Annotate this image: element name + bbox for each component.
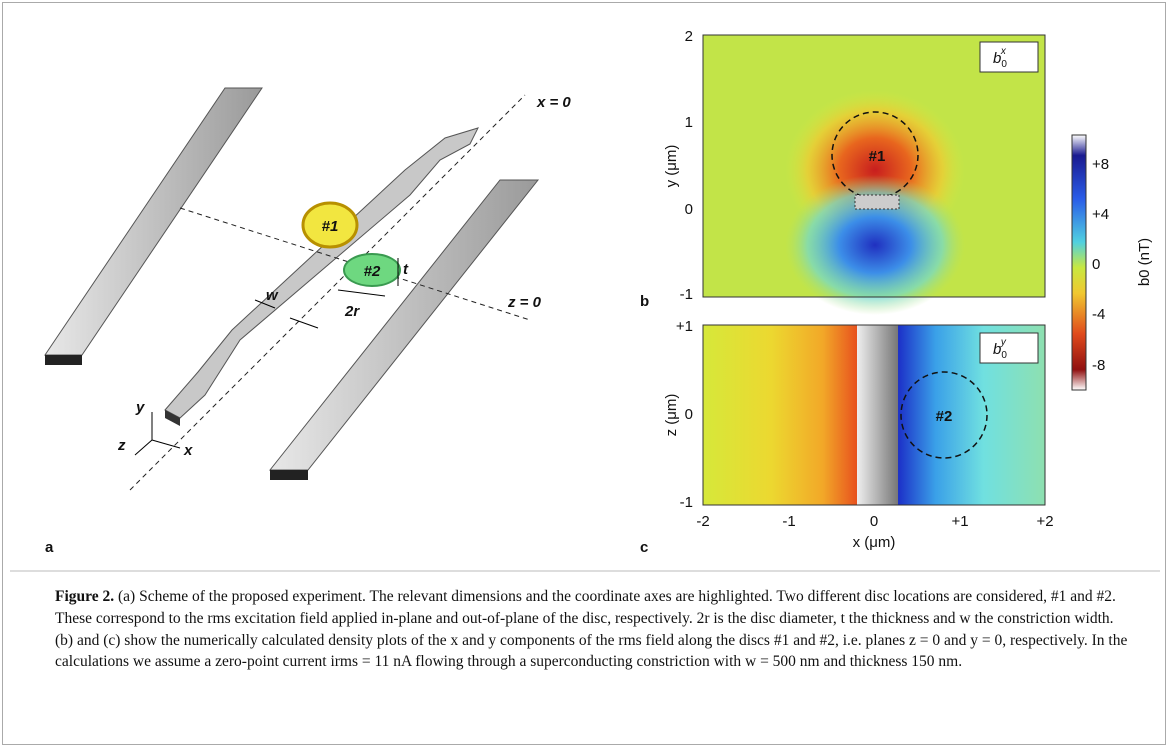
dim-2r: 2r: [344, 303, 360, 320]
label-x0: x = 0: [536, 94, 571, 111]
x-axis-label: x (μm): [853, 534, 896, 551]
figure: x = 0 z = 0 #1 #2 w t 2r x y z a #1 b 0 x …: [0, 0, 1171, 580]
caption-label: Figure 2.: [55, 588, 114, 605]
colorbar: [1072, 135, 1086, 390]
y-tick-label: -1: [680, 286, 693, 303]
y-tick-label: 0: [685, 201, 693, 218]
x-tick-label: +2: [1036, 513, 1053, 530]
x-tick-label: -2: [696, 513, 709, 530]
colorbar-tick: -4: [1092, 306, 1105, 323]
x-tick-label: -1: [782, 513, 795, 530]
panel-label: a: [45, 539, 54, 556]
y-tick-label: +1: [676, 318, 693, 335]
y-tick-label: 0: [685, 406, 693, 423]
caption: Figure 2. (a) Scheme of the proposed exp…: [55, 586, 1130, 673]
axis-y: y: [135, 399, 145, 416]
disc2-label: #2: [364, 263, 381, 280]
y-tick-label: -1: [680, 494, 693, 511]
panel-b-plot: [703, 35, 1045, 315]
colorbar-tick: -8: [1092, 357, 1105, 374]
y-axis-label: y (μm): [663, 145, 680, 188]
colorbar-tick: +8: [1092, 156, 1109, 173]
dim-t: t: [403, 261, 409, 278]
disc2-label: #2: [936, 408, 953, 425]
y-axis-label: z (μm): [663, 394, 680, 437]
axis-z: z: [117, 437, 126, 454]
colorbar-tick: +4: [1092, 206, 1109, 223]
y-tick-label: 1: [685, 114, 693, 131]
colorbar-label: b0 (nT): [1136, 238, 1153, 286]
label-z0: z = 0: [507, 294, 542, 311]
colorbar-tick: 0: [1092, 256, 1100, 273]
panel-label: b: [640, 293, 649, 310]
x-tick-label: +1: [951, 513, 968, 530]
panel-a-drawing: [45, 88, 538, 490]
x-tick-label: 0: [870, 513, 878, 530]
disc1-label: #1: [322, 218, 339, 235]
panel-label: c: [640, 539, 648, 556]
axis-x: x: [183, 442, 193, 459]
caption-text: (a) Scheme of the proposed experiment. T…: [55, 588, 1127, 670]
disc1-label: #1: [869, 148, 886, 165]
y-tick-label: 2: [685, 28, 693, 45]
dim-w: w: [266, 287, 279, 304]
